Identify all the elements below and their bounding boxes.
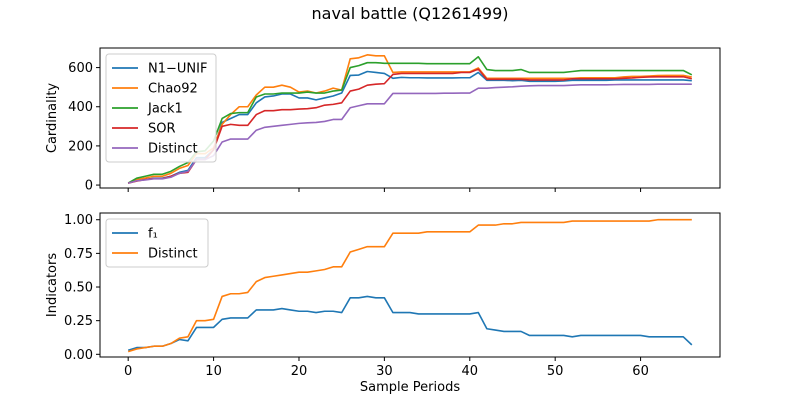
- series-line-cardinality-0: [127, 70, 692, 184]
- plot-frame: [99, 212, 721, 358]
- legend-box: [105, 53, 217, 163]
- legend-entry: Chao92: [148, 82, 198, 97]
- cardinality-panel: 0 200 400 600 Cardinality N1−UNIF Chao92 Jack1 S…: [45, 47, 721, 194]
- y-tick-label: 600: [68, 61, 93, 76]
- legend-entry: Distinct: [148, 142, 198, 157]
- series-line-cardinality-3: [128, 68, 692, 184]
- plot-frame: [99, 47, 721, 189]
- legend-entry: Jack1: [147, 102, 183, 117]
- y-tick-label: 0.25: [64, 314, 93, 329]
- series-line-indicators-1: [127, 218, 692, 353]
- legend-entry: f₁: [148, 227, 158, 242]
- y-tick-label: 400: [68, 100, 93, 115]
- y-tick-label: 0.00: [64, 348, 93, 363]
- x-tick-label: 30: [376, 364, 393, 379]
- x-tick-label: 10: [205, 364, 222, 379]
- y-axis-label: Cardinality: [45, 83, 60, 154]
- chart-title: naval battle (Q1261499): [312, 4, 509, 23]
- legend-box: [105, 218, 209, 268]
- y-tick-label: 0.75: [64, 247, 93, 262]
- indicators-panel: 0 10 20 30 40 50 60 0.00 0.25 0.50 0.75 1.00 Indicat…: [45, 212, 721, 395]
- y-tick-label: 200: [68, 139, 93, 154]
- series-line-cardinality-1: [127, 54, 692, 184]
- x-tick-label: 60: [632, 364, 649, 379]
- y-axis-label: Indicators: [45, 253, 60, 317]
- legend-entry: SOR: [148, 122, 176, 137]
- y-tick-label: 0.50: [64, 281, 93, 296]
- legend-entry: N1−UNIF: [148, 62, 207, 77]
- x-tick-label: 40: [462, 364, 479, 379]
- x-tick-label: 50: [547, 364, 564, 379]
- series-line-indicators-0: [127, 295, 693, 352]
- x-axis-label: Sample Periods: [360, 380, 460, 395]
- x-tick-label: 20: [291, 364, 308, 379]
- y-tick-label: 0: [85, 179, 93, 194]
- series-line-cardinality-2: [127, 56, 693, 184]
- y-tick-label: 1.00: [64, 213, 93, 228]
- legend-entry: Distinct: [148, 247, 198, 262]
- series-line-cardinality-4: [127, 83, 692, 184]
- x-tick-label: 0: [124, 364, 132, 379]
